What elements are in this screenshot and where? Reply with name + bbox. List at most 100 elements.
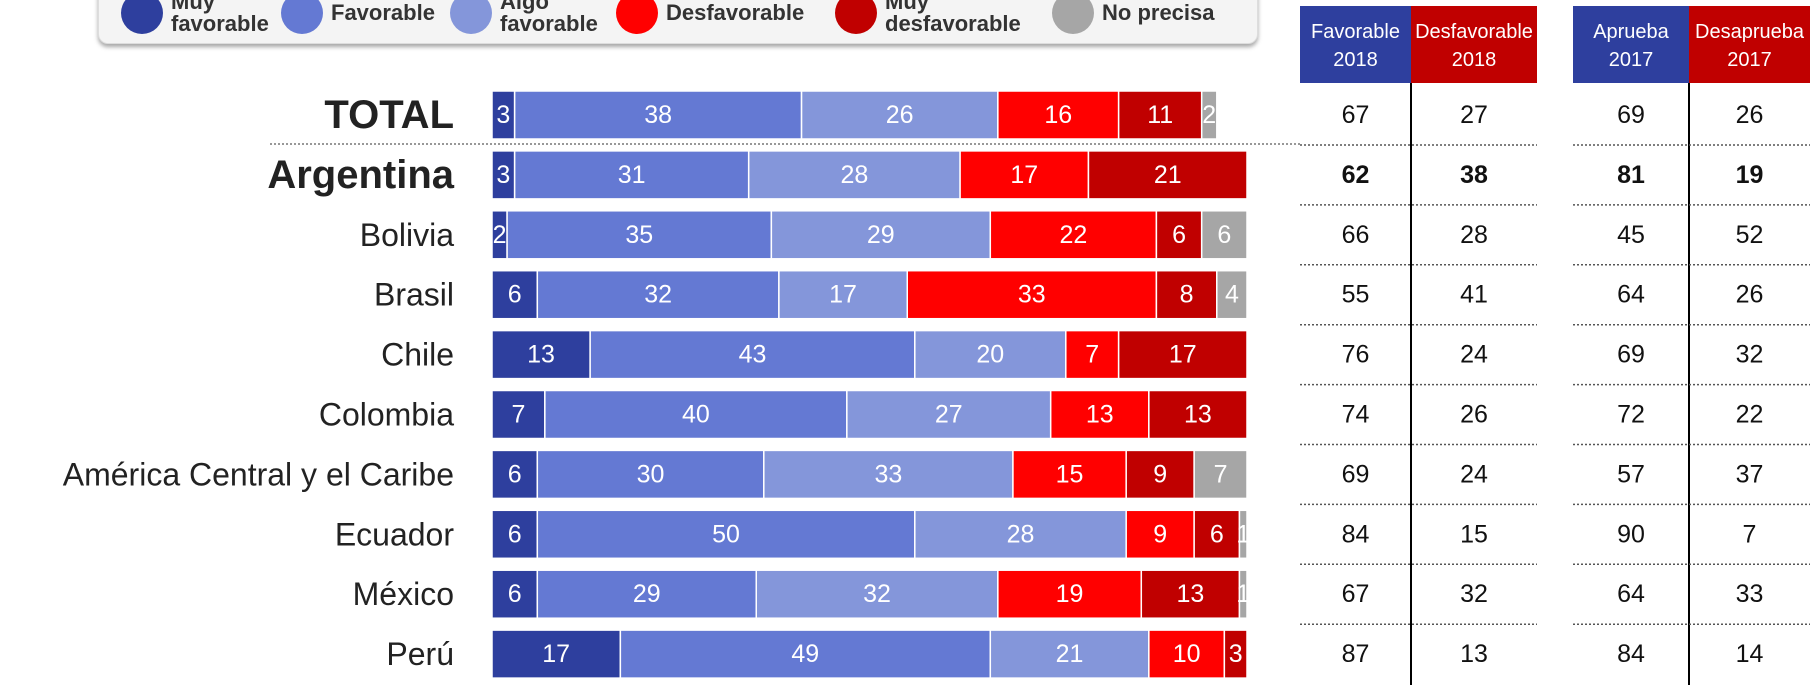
value-label: 17 <box>542 640 570 668</box>
table-cell: 7 <box>1743 520 1757 548</box>
bar-segment <box>1193 449 1248 500</box>
bar-segment <box>1148 389 1248 440</box>
bar-segment <box>1117 90 1203 140</box>
legend-label: No precisa <box>1102 0 1215 25</box>
legend-item: Algo favorable <box>450 0 605 41</box>
table-cell: 26 <box>1460 401 1488 429</box>
legend-label: Muy favorable <box>171 0 269 36</box>
category-label: Brasil <box>374 277 454 313</box>
table-cell: 84 <box>1617 640 1645 668</box>
bar-segment <box>491 629 622 679</box>
legend-label: Favorable <box>331 0 435 25</box>
table-cell: 33 <box>1736 580 1764 608</box>
bar-segment <box>536 509 916 560</box>
bar-segment <box>544 389 848 440</box>
legend-swatch <box>450 0 492 34</box>
value-label: 30 <box>637 460 665 488</box>
table-cell: 72 <box>1617 401 1645 429</box>
category-label: Ecuador <box>335 516 455 552</box>
value-label: 7 <box>1214 460 1228 488</box>
table-cell: 84 <box>1342 520 1370 548</box>
value-label: 6 <box>1210 520 1224 548</box>
value-label: 1 <box>1236 520 1250 548</box>
table-cell: 76 <box>1342 341 1370 369</box>
table-cell: 55 <box>1342 281 1370 309</box>
category-label: Chile <box>381 337 454 373</box>
table-cell: 24 <box>1460 341 1488 369</box>
bar-segment <box>589 329 916 380</box>
value-label: 15 <box>1056 460 1084 488</box>
category-label: Argentina <box>267 153 454 197</box>
bar-segment <box>513 150 750 200</box>
bar-segment <box>1140 569 1241 619</box>
value-label: 17 <box>1010 161 1038 189</box>
value-label: 33 <box>874 460 902 488</box>
value-label: 19 <box>1056 580 1084 608</box>
legend-label: Muy desfavorable <box>885 0 1021 36</box>
table-cell: 74 <box>1342 401 1370 429</box>
bar-segment <box>1087 150 1248 200</box>
value-label: 6 <box>508 580 522 608</box>
table-cell: 41 <box>1460 281 1488 309</box>
value-label: 20 <box>976 341 1004 369</box>
legend-item: Favorable <box>281 0 435 41</box>
value-label: 17 <box>1169 341 1197 369</box>
bar-segment <box>755 569 999 619</box>
value-label: 28 <box>1007 520 1035 548</box>
value-label: 21 <box>1154 161 1182 189</box>
bar-segment <box>491 509 539 560</box>
table-cell: 13 <box>1460 640 1488 668</box>
bar-segment <box>1223 629 1248 679</box>
value-label: 16 <box>1044 101 1072 129</box>
category-label: TOTAL <box>324 93 454 137</box>
bar-segment <box>914 509 1127 560</box>
value-label: 10 <box>1173 640 1201 668</box>
table-cell: 66 <box>1342 221 1370 249</box>
table-cell: 14 <box>1736 640 1764 668</box>
bar-segment <box>1200 90 1218 140</box>
table-header <box>1689 6 1810 83</box>
legend-swatch <box>281 0 323 34</box>
value-label: 1 <box>1236 580 1250 608</box>
table-cell: 81 <box>1617 161 1645 189</box>
bar-segment <box>1148 629 1226 679</box>
table-header <box>1300 6 1411 83</box>
table-cell: 19 <box>1736 161 1764 189</box>
value-label: 17 <box>829 281 857 309</box>
value-label: 40 <box>682 401 710 429</box>
table-cell: 64 <box>1617 580 1645 608</box>
table-cell: 45 <box>1617 221 1645 249</box>
value-label: 7 <box>511 401 525 429</box>
legend-swatch <box>835 0 877 34</box>
value-label: 35 <box>625 221 653 249</box>
table-cell: 15 <box>1460 520 1488 548</box>
table-cell: 38 <box>1460 161 1488 189</box>
value-label: 29 <box>867 221 895 249</box>
value-label: 22 <box>1059 221 1087 249</box>
bar-segment <box>989 210 1158 260</box>
table-cell: 90 <box>1617 520 1645 548</box>
table-cell: 87 <box>1342 640 1370 668</box>
bar-segment <box>959 150 1090 200</box>
bar-segment <box>770 210 992 260</box>
value-label: 4 <box>1225 281 1239 309</box>
bar-segment <box>1238 569 1248 619</box>
legend-item: Desfavorable <box>616 0 804 41</box>
table-cell: 69 <box>1342 460 1370 488</box>
value-label: 6 <box>508 460 522 488</box>
bar-segment <box>491 269 539 320</box>
value-label: 6 <box>508 281 522 309</box>
value-label: 32 <box>863 580 891 608</box>
value-label: 7 <box>1085 341 1099 369</box>
table-cell: 26 <box>1736 101 1764 129</box>
value-label: 13 <box>1086 401 1114 429</box>
value-label: 8 <box>1180 281 1194 309</box>
value-label: 50 <box>712 520 740 548</box>
table-cell: 69 <box>1617 341 1645 369</box>
header-label: Favorable <box>1311 21 1400 43</box>
bar-segment <box>491 329 591 380</box>
bar-segment <box>800 90 999 140</box>
value-label: 3 <box>1229 640 1243 668</box>
table-cell: 57 <box>1617 460 1645 488</box>
